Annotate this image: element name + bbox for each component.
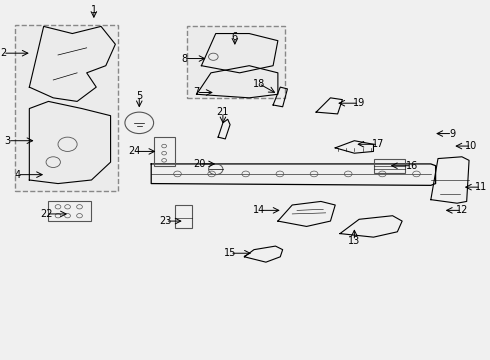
- Text: 2: 2: [0, 48, 6, 58]
- Text: 21: 21: [217, 107, 229, 117]
- Text: 6: 6: [232, 32, 238, 42]
- Text: 19: 19: [353, 98, 365, 108]
- Text: 17: 17: [372, 139, 385, 149]
- Bar: [153, 137, 175, 166]
- Text: 24: 24: [128, 147, 141, 157]
- Text: 20: 20: [193, 159, 205, 169]
- Text: 23: 23: [159, 216, 171, 226]
- Text: 7: 7: [194, 87, 200, 98]
- Bar: [187, 26, 285, 98]
- Bar: [49, 202, 92, 221]
- Text: 8: 8: [182, 54, 188, 64]
- Text: 11: 11: [475, 182, 487, 192]
- Text: 1: 1: [91, 5, 97, 15]
- Text: 22: 22: [40, 209, 52, 219]
- Text: 10: 10: [466, 141, 478, 151]
- Text: 3: 3: [5, 136, 11, 146]
- Bar: [15, 24, 118, 191]
- Text: 13: 13: [348, 236, 361, 246]
- Text: 16: 16: [406, 161, 418, 171]
- Text: 4: 4: [14, 170, 21, 180]
- Text: 14: 14: [253, 205, 265, 215]
- Text: 15: 15: [224, 248, 236, 258]
- Bar: [175, 205, 192, 228]
- Text: 12: 12: [456, 205, 468, 215]
- Text: 5: 5: [136, 91, 143, 101]
- Text: 9: 9: [449, 129, 455, 139]
- Bar: [374, 158, 406, 173]
- Text: 18: 18: [253, 78, 265, 89]
